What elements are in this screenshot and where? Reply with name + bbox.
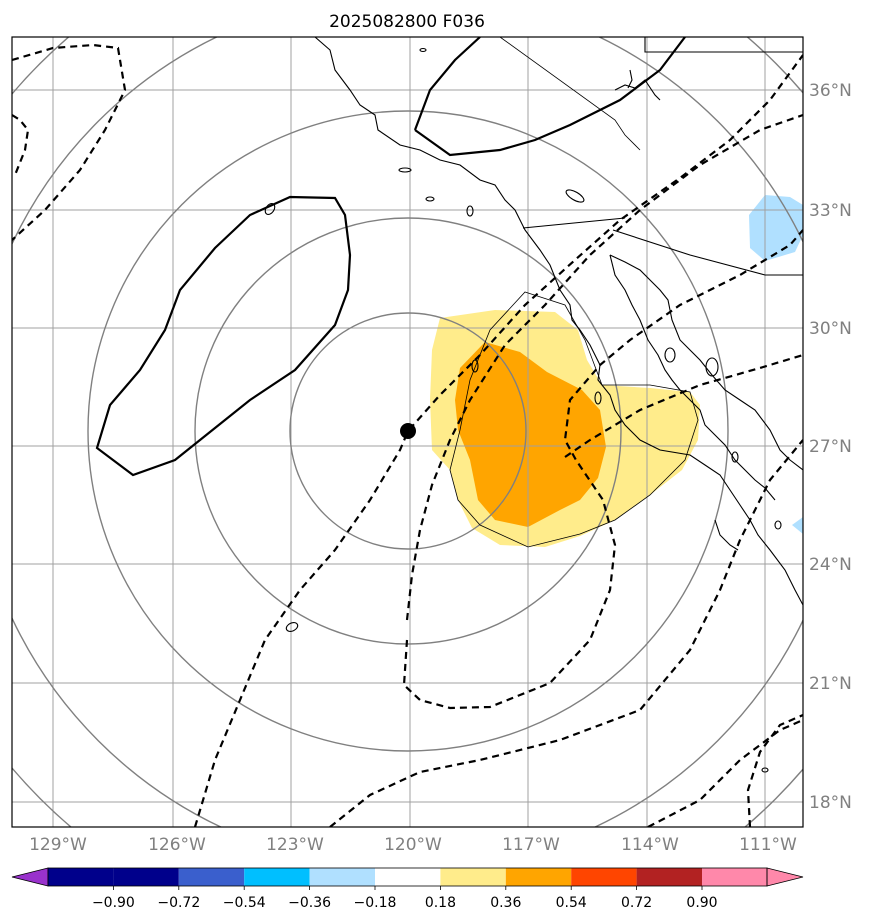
colorbar-tick-label: 0.90: [686, 895, 717, 911]
colorbar-segment: [571, 868, 637, 886]
lat-label-30: 30°N: [809, 319, 852, 339]
colorbar-tick-label: −0.90: [92, 895, 135, 911]
colorbar-tick-label: 0.54: [556, 895, 587, 911]
lon-label-120: 120°W: [384, 835, 442, 855]
lat-label-24: 24°N: [809, 555, 852, 575]
lon-label-129: 129°W: [29, 835, 87, 855]
colorbar-extend-left: [11, 867, 49, 887]
colorbar-extend-right: [766, 867, 804, 887]
colorbar-tick-label: 0.18: [425, 895, 456, 911]
colorbar-tick-label: −0.36: [288, 895, 331, 911]
map-title: 2025082800 F036: [329, 12, 485, 32]
colorbar-segment: [505, 868, 572, 886]
lat-label-33: 33°N: [809, 201, 852, 221]
lon-label-126: 126°W: [148, 835, 206, 855]
colorbar-tick-label: −0.18: [354, 895, 397, 911]
political-borders: [499, 37, 803, 276]
colorbar-segment: [178, 868, 245, 886]
longitude-labels: 129°W 126°W 123°W 120°W 117°W 114°W 111°…: [29, 835, 797, 855]
orange-region: [455, 342, 606, 527]
colorbar-tick-label: 0.36: [490, 895, 521, 911]
dashed-contours: [12, 43, 803, 827]
lon-label-114: 114°W: [621, 835, 679, 855]
lat-label-36: 36°N: [809, 81, 852, 101]
colorbar-segment: [702, 868, 768, 886]
colorbar-tick-label: 0.72: [621, 895, 652, 911]
colorbar: −0.90 −0.72 −0.54 −0.36 −0.18 0.18 0.36 …: [11, 867, 804, 911]
latitude-labels: 36°N 33°N 30°N 27°N 24°N 21°N 18°N: [809, 81, 852, 813]
colorbar-segment: [375, 868, 441, 886]
colorbar-segment: [636, 868, 702, 886]
lon-label-117: 117°W: [502, 835, 560, 855]
colorbar-segment: [113, 868, 179, 886]
lat-label-27: 27°N: [809, 437, 852, 457]
lat-label-18: 18°N: [809, 793, 852, 813]
colorbar-segment: [309, 868, 375, 886]
colorbar-segment: [48, 868, 114, 886]
lon-label-111: 111°W: [739, 835, 797, 855]
light-blue-patch-east: [749, 195, 803, 261]
lat-label-21: 21°N: [809, 674, 852, 694]
colorbar-segment: [440, 868, 506, 886]
lon-label-123: 123°W: [266, 835, 324, 855]
colorbar-tick-label: −0.54: [223, 895, 266, 911]
center-marker: [400, 423, 416, 439]
light-blue-patch-southeast: [792, 517, 803, 534]
colorbar-tick-label: −0.72: [157, 895, 200, 911]
map-frame: [11, 36, 804, 828]
colorbar-segment: [244, 868, 310, 886]
solid-contours: [95, 37, 686, 477]
